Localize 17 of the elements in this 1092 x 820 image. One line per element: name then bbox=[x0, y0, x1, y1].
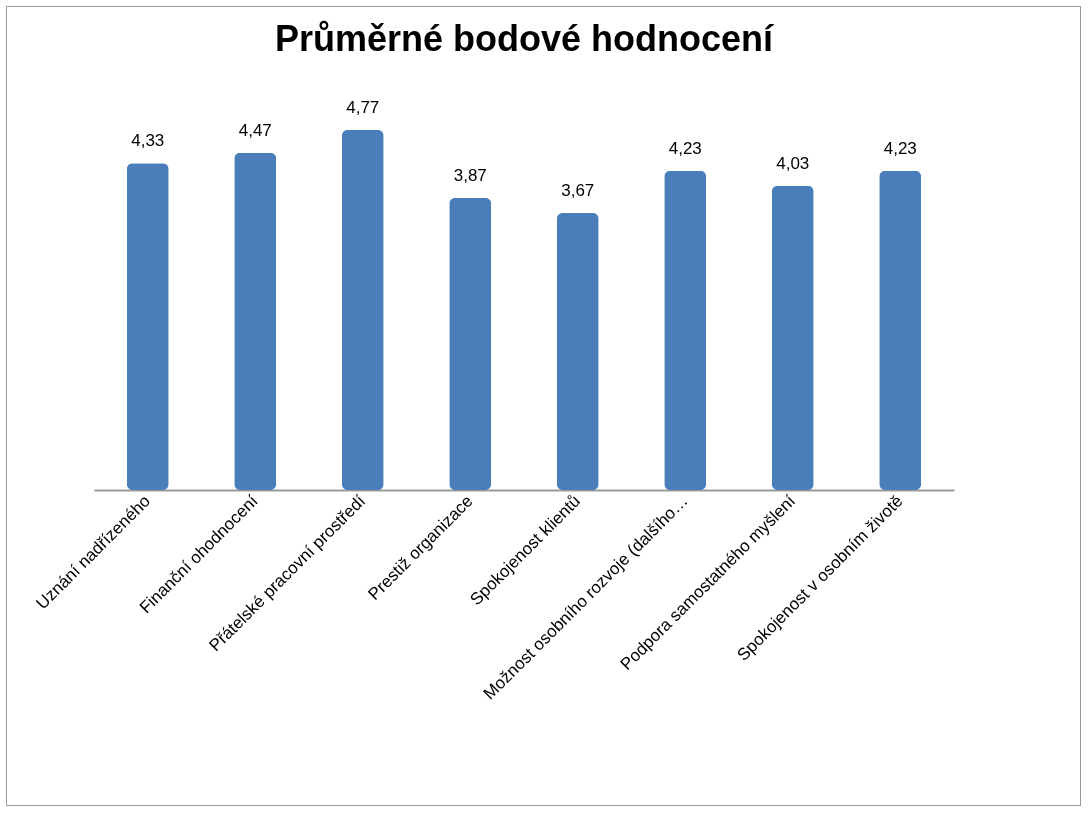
data-label: 4,33 bbox=[131, 131, 165, 151]
bar bbox=[449, 197, 492, 490]
chart-title: Průměrné bodové hodnocení bbox=[274, 18, 775, 59]
data-label: 3,87 bbox=[453, 165, 487, 185]
bar bbox=[771, 185, 814, 490]
data-label: 4,23 bbox=[883, 138, 917, 158]
bar bbox=[341, 130, 384, 490]
data-label: 4,47 bbox=[238, 120, 272, 140]
data-label: 4,03 bbox=[776, 153, 810, 173]
bar bbox=[126, 163, 169, 490]
data-label: 4,23 bbox=[668, 138, 702, 158]
data-label: 4,77 bbox=[346, 98, 380, 117]
data-label: 3,67 bbox=[561, 181, 595, 201]
bar bbox=[556, 213, 599, 490]
bar bbox=[664, 170, 707, 490]
bar bbox=[234, 152, 277, 490]
bar bbox=[879, 170, 922, 490]
